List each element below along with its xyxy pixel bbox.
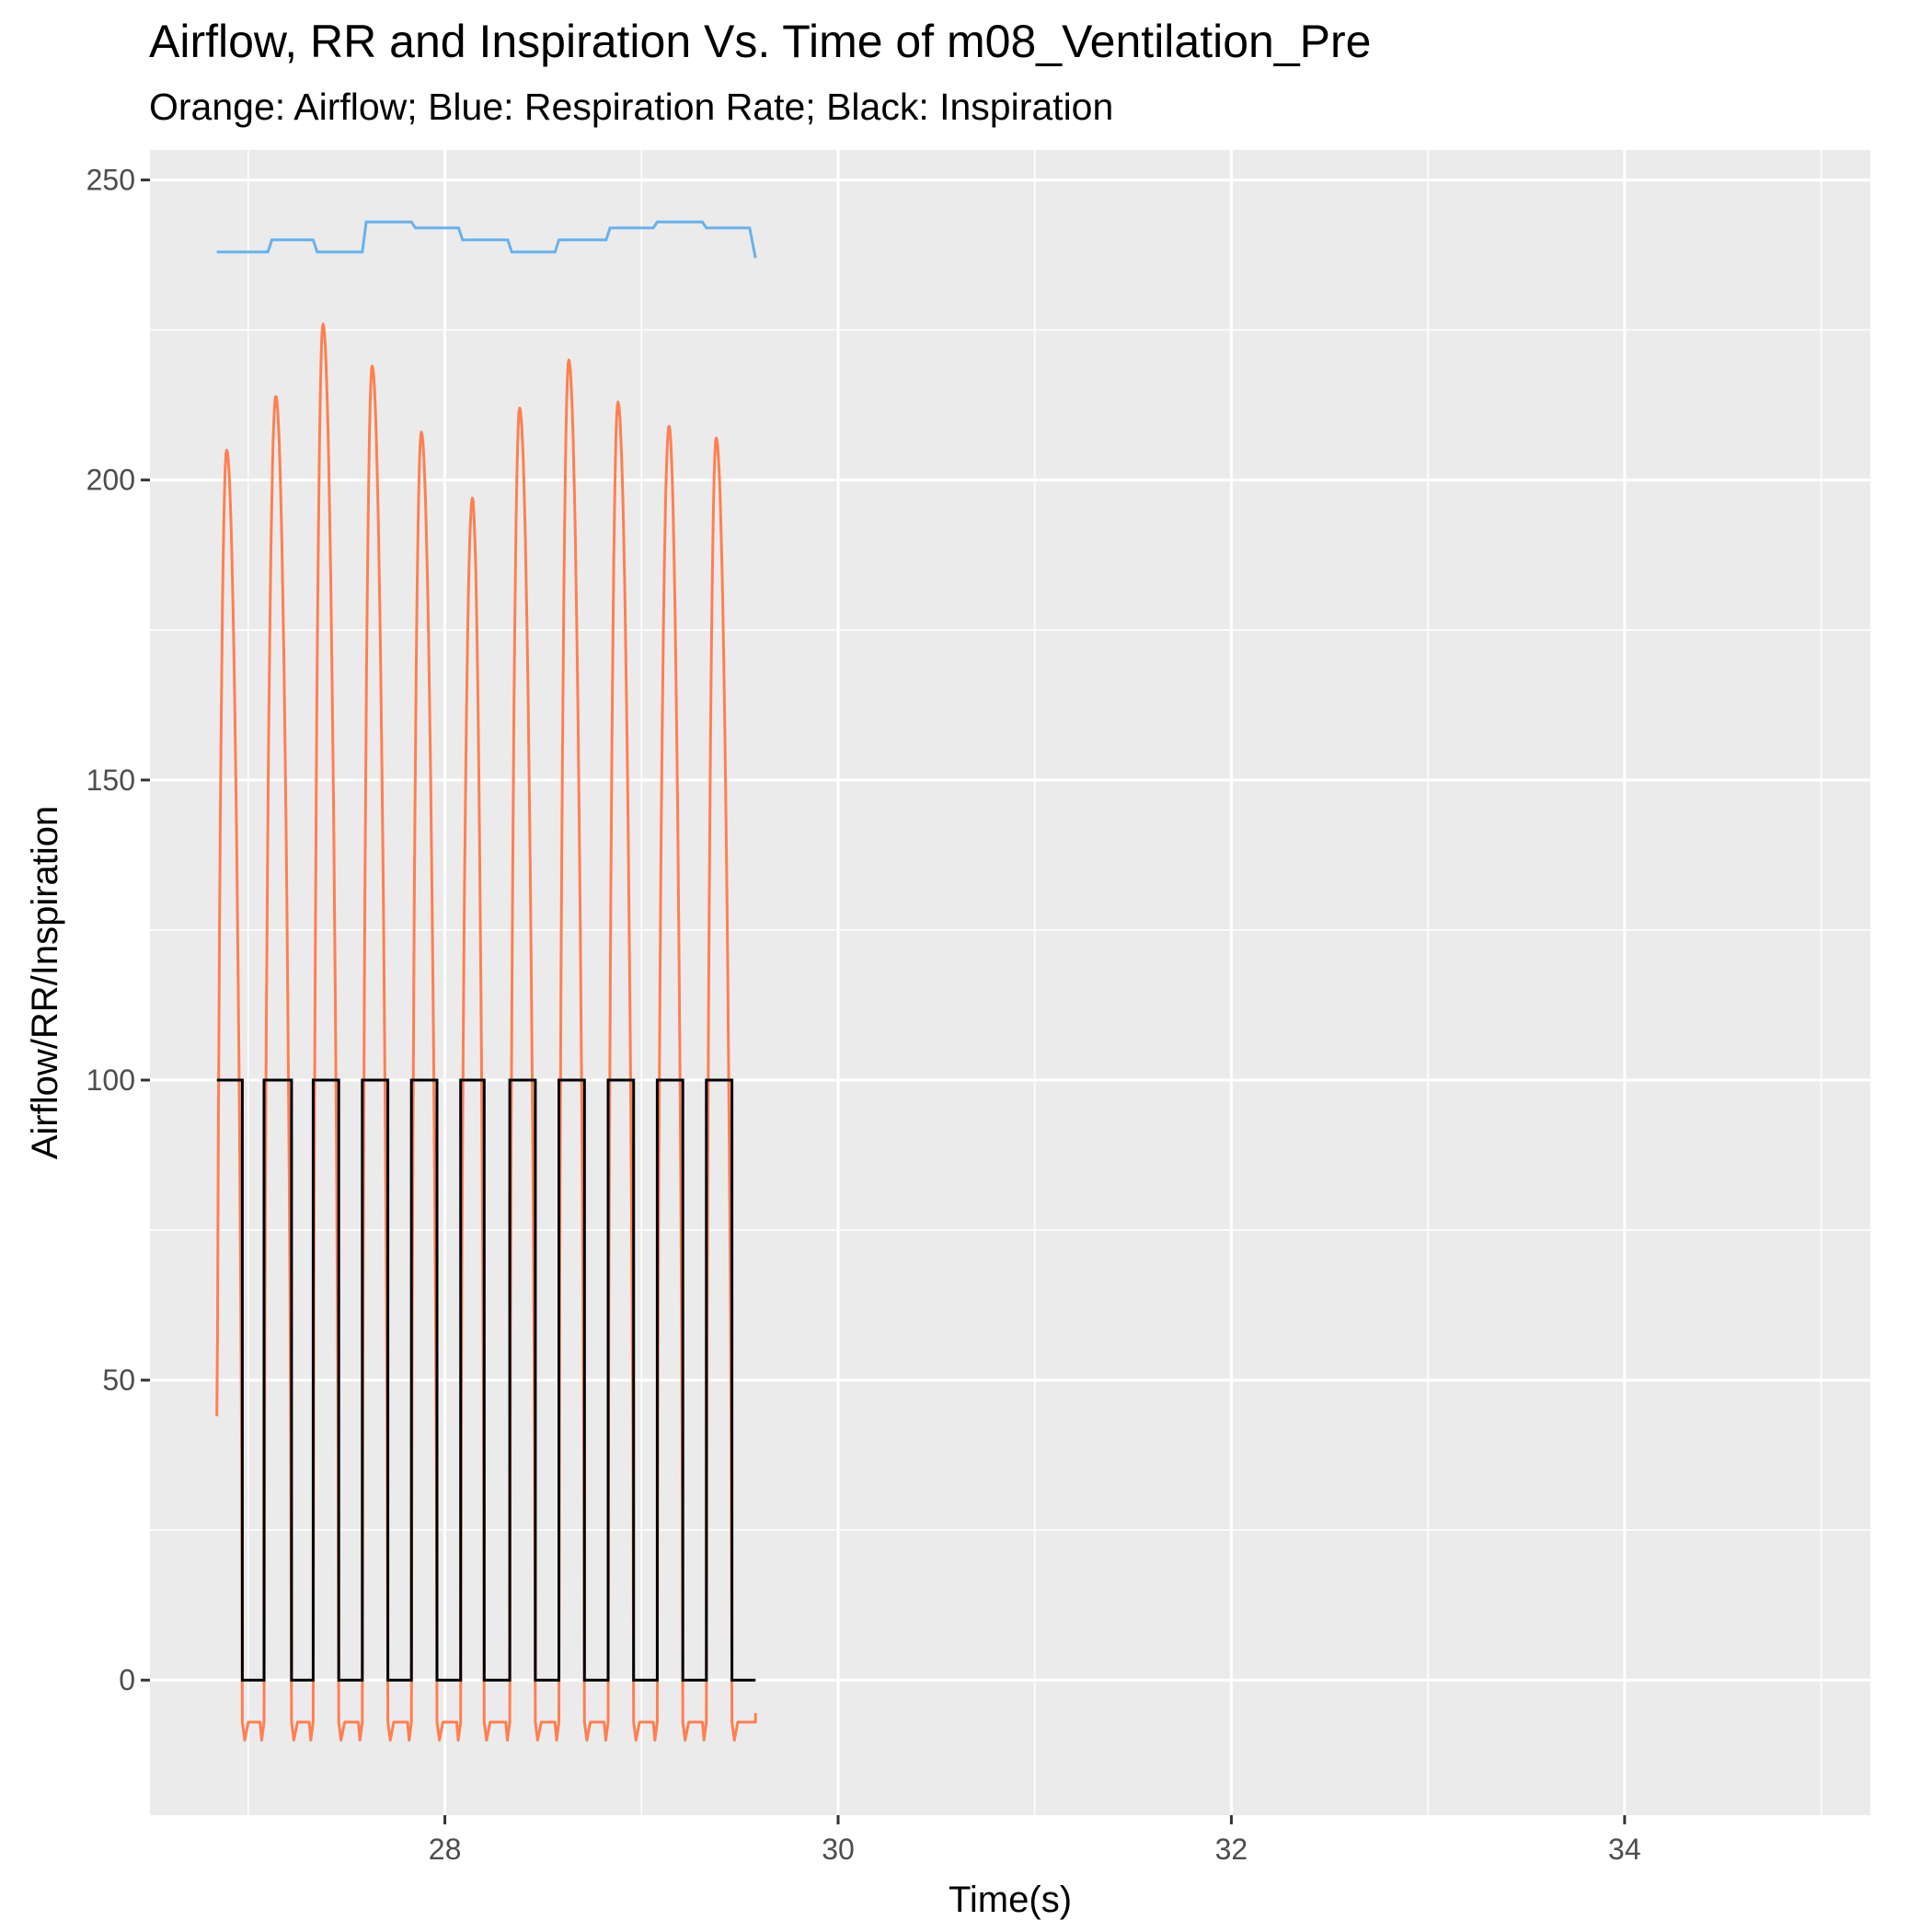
x-axis-title: Time(s) [949, 1880, 1072, 1920]
x-tick-label: 32 [1215, 1833, 1248, 1866]
series-inspiration-line [216, 1078, 756, 1682]
chart-title: Airflow, RR and Inspiration Vs. Time of … [149, 16, 1371, 67]
y-axis: 0 50 100 150 200 250 [86, 164, 150, 1696]
plot-panel [150, 150, 1870, 1815]
y-tick-label: 150 [86, 764, 135, 797]
y-tick-label: 0 [119, 1663, 135, 1696]
x-tick-label: 30 [822, 1833, 855, 1866]
series-respiration-rate-line [216, 220, 757, 259]
grid-major [150, 150, 1870, 1815]
y-axis-title: Airflow/RR/Inspiration [25, 806, 65, 1160]
chart-subtitle: Orange: Airflow; Blue: Respiration Rate;… [149, 86, 1113, 128]
x-tick-label: 34 [1608, 1833, 1641, 1866]
series-layer [215, 220, 757, 1742]
x-axis: 28 30 32 34 [429, 1815, 1641, 1866]
y-tick-label: 50 [102, 1363, 135, 1397]
x-tick-label: 28 [429, 1833, 462, 1866]
series-airflow-line [215, 322, 757, 1742]
y-tick-label: 100 [86, 1064, 135, 1097]
y-tick-label: 200 [86, 464, 135, 497]
y-tick-label: 250 [86, 164, 135, 197]
